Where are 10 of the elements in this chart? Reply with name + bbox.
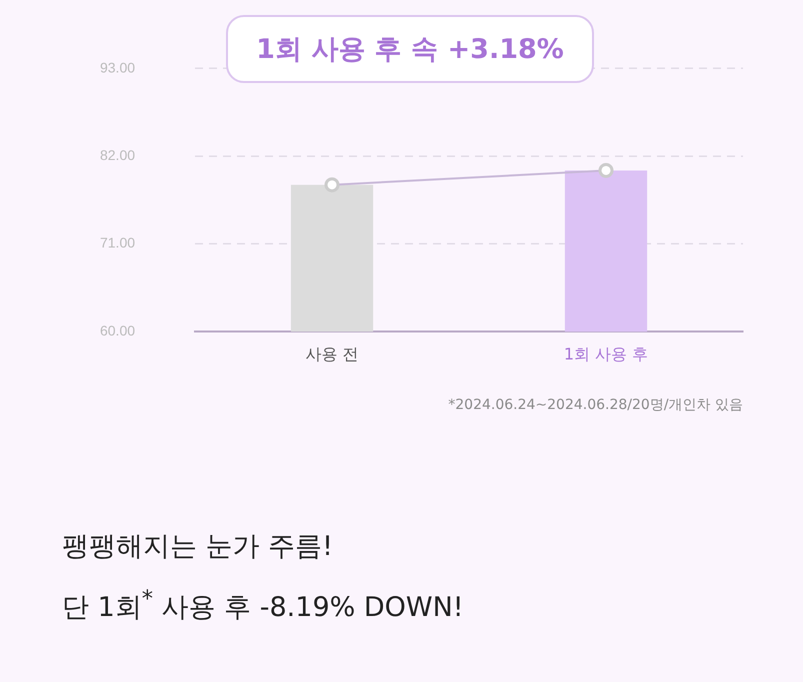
- text: 단 1회$^{*}$ 사용 후 -8.19% DOWN!: [62, 586, 464, 625]
- y-tick-label: 93.00: [100, 59, 136, 76]
- y-tick-label: 82.00: [100, 146, 136, 163]
- x-tick-label: 사용 전: [305, 344, 359, 364]
- x-tick-label: 1회 사용 후: [564, 344, 648, 364]
- text: 팽팽해지는 눈가 주름!: [62, 530, 333, 564]
- chart-title: 1회 사용 후 속 +3.18%: [226, 15, 594, 83]
- text: *2024.06.24~2024.06.28/20명/개인차 있음: [448, 396, 743, 414]
- y-tick-label: 60.00: [100, 322, 136, 338]
- y-tick-label: 71.00: [100, 234, 136, 251]
